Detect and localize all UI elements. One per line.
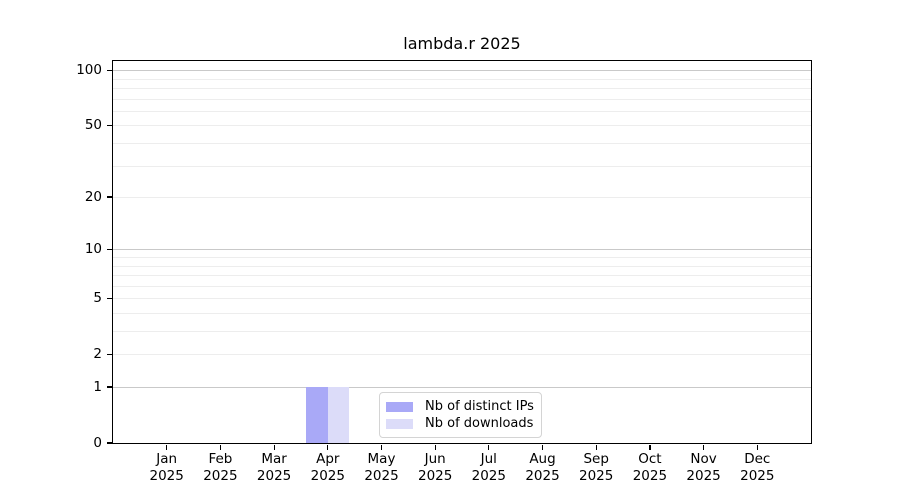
x-tick-label-oct: Oct 2025 <box>632 451 668 484</box>
chart-title: lambda.r 2025 <box>403 34 521 53</box>
y-gridline-6 <box>113 285 811 287</box>
x-tick-oct <box>649 444 651 450</box>
y-gridline-80 <box>113 87 811 89</box>
y-gridline-30 <box>113 165 811 167</box>
x-tick-dec <box>756 444 758 450</box>
y-gridline-4 <box>113 312 811 314</box>
legend-swatch-downloads <box>386 418 413 429</box>
y-tick-5 <box>106 297 113 299</box>
x-tick-label-sep: Sep 2025 <box>579 451 614 484</box>
x-tick-may <box>380 444 383 450</box>
y-gridline-5 <box>113 298 811 300</box>
y-gridline-3 <box>113 331 811 332</box>
y-tick-2 <box>106 353 113 355</box>
x-tick-aug <box>541 444 544 450</box>
y-gridline-20 <box>113 197 811 198</box>
x-tick-label-dec: Dec 2025 <box>740 451 775 484</box>
x-tick-label-aug: Aug 2025 <box>525 451 560 484</box>
y-tick-20 <box>106 196 113 198</box>
bar-downloads-apr <box>327 387 350 443</box>
x-tick-jun <box>434 444 436 450</box>
legend: Nb of distinct IPs Nb of downloads <box>379 392 542 438</box>
y-tick-label-1: 1 <box>93 379 102 395</box>
legend-item-downloads: Nb of downloads <box>386 415 533 432</box>
legend-label-distinct-ips: Nb of distinct IPs <box>425 399 534 414</box>
y-tick-label-100: 100 <box>76 62 102 79</box>
x-tick-label-jul: Jul 2025 <box>471 451 506 484</box>
x-tick-apr <box>327 444 329 450</box>
y-gridline-100 <box>113 70 811 72</box>
y-tick-label-10: 10 <box>84 241 102 258</box>
y-gridline-70 <box>113 98 811 100</box>
plot-area <box>113 61 811 443</box>
y-gridline-9 <box>113 256 811 258</box>
x-tick-jul <box>488 444 490 450</box>
x-tick-label-may: May 2025 <box>364 451 399 484</box>
x-tick-label-jan: Jan 2025 <box>149 451 184 484</box>
y-gridline-1 <box>113 387 811 388</box>
y-gridline-10 <box>113 249 811 251</box>
y-tick-0 <box>106 442 113 444</box>
x-tick-label-mar: Mar 2025 <box>256 451 292 484</box>
x-tick-sep <box>595 444 597 450</box>
y-tick-label-20: 20 <box>84 189 102 205</box>
y-gridline-2 <box>113 354 811 356</box>
x-tick-label-feb: Feb 2025 <box>203 451 238 484</box>
bar-distinct-ips-apr <box>306 387 328 443</box>
y-gridline-40 <box>113 142 811 144</box>
x-tick-label-apr: Apr 2025 <box>310 451 345 484</box>
x-tick-jan <box>166 444 168 450</box>
y-gridline-8 <box>113 265 811 267</box>
y-tick-100 <box>106 69 113 71</box>
x-tick-label-jun: Jun 2025 <box>418 451 453 484</box>
y-gridline-50 <box>113 125 811 127</box>
y-gridline-7 <box>113 275 811 276</box>
x-tick-label-nov: Nov 2025 <box>686 451 721 484</box>
y-tick-label-2: 2 <box>93 346 102 363</box>
y-tick-10 <box>106 248 113 250</box>
legend-swatch-distinct-ips <box>386 401 413 412</box>
y-tick-50 <box>106 124 113 126</box>
y-tick-1 <box>106 386 113 388</box>
legend-label-downloads: Nb of downloads <box>425 416 534 431</box>
y-tick-label-0: 0 <box>93 435 102 451</box>
y-gridline-60 <box>113 110 811 112</box>
y-tick-label-5: 5 <box>93 290 102 307</box>
x-tick-feb <box>219 444 222 450</box>
x-tick-mar <box>273 444 275 450</box>
y-tick-label-50: 50 <box>84 117 102 134</box>
x-tick-nov <box>703 444 705 450</box>
y-gridline-90 <box>113 78 811 80</box>
legend-item-distinct-ips: Nb of distinct IPs <box>386 398 534 415</box>
